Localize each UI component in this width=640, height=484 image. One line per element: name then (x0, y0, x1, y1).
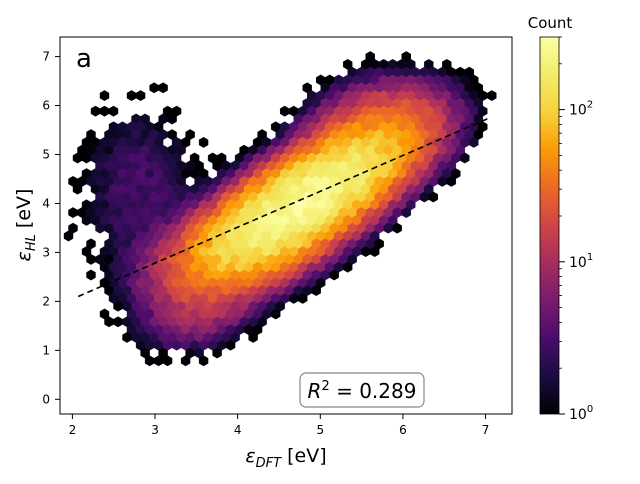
colorbar-tick-base: 10 (569, 407, 587, 423)
hexbin-cell (446, 175, 456, 187)
hexbin-cell (343, 261, 353, 273)
hexbin-cell (460, 152, 470, 164)
hexbin-cell (487, 90, 497, 102)
x-axis-subscript: DFT (256, 456, 282, 471)
colorbar-tick-label: 100 (569, 404, 593, 423)
y-tick-label: 7 (42, 50, 50, 64)
x-axis-unit: [eV] (281, 445, 327, 467)
hexbin-cell (180, 355, 191, 367)
r2-symbol: R (308, 379, 322, 403)
hexbin-cell (99, 90, 110, 102)
fit-line (77, 117, 491, 298)
hexbin-cell (271, 308, 281, 320)
y-tick-label: 2 (42, 294, 50, 308)
y-tick-label: 6 (42, 99, 50, 113)
hexbin-cell (225, 339, 236, 351)
x-tick-label: 6 (399, 423, 407, 437)
y-axis-unit: [eV] (13, 189, 35, 235)
hexbin-cell (392, 222, 402, 234)
hexbin-cell (198, 355, 209, 367)
hexbin-cell (198, 136, 209, 148)
panel-label: a (76, 44, 92, 74)
hexbin-cell (248, 331, 258, 343)
colorbar-tick-exponent: 0 (587, 404, 593, 415)
hexbin-cell (167, 113, 177, 125)
y-axis-symbol: ε (13, 251, 35, 261)
colorbar-tick-label: 101 (569, 252, 593, 271)
r2-annotation-box (299, 372, 425, 408)
hexbin-layer (63, 51, 497, 367)
hexbin-cell (469, 136, 479, 148)
colorbar-tick-base: 10 (569, 255, 587, 271)
y-axis: 0 1 2 3 4 5 6 7 (42, 50, 60, 406)
x-tick-label: 3 (151, 423, 159, 437)
y-tick-label: 0 (42, 392, 50, 406)
colorbar-gradient (539, 36, 560, 415)
r2-value: = 0.289 (330, 379, 417, 403)
hexbin-cell (329, 269, 339, 281)
hexbin-cell (311, 285, 321, 297)
colorbar-tick-label: 102 (569, 100, 593, 119)
y-tick-label: 3 (42, 245, 50, 259)
y-tick-label: 4 (42, 196, 50, 210)
hexbin-cell (298, 292, 308, 304)
x-tick-label: 4 (234, 423, 242, 437)
hexbin-cell (428, 191, 438, 203)
r2-annotation-text: R2 = 0.289 (308, 379, 417, 403)
y-tick-label: 1 (42, 343, 50, 357)
hexbin-cell (212, 347, 222, 359)
hexbin-cell (63, 230, 74, 242)
y-tick-label: 5 (42, 148, 50, 162)
y-axis-subscript: HL (24, 234, 39, 251)
hexbin-cell (86, 269, 96, 281)
hexbin-cell (401, 207, 411, 219)
r2-annotation: R2 = 0.289 (299, 372, 425, 408)
r2-exponent: 2 (321, 379, 329, 394)
hexbin-cell (158, 82, 168, 94)
x-tick-label: 7 (482, 423, 490, 437)
hexbin-cell (108, 105, 119, 117)
x-tick-label: 5 (316, 423, 324, 437)
colorbar-title: Count (528, 14, 573, 32)
hexbin-cell (162, 355, 173, 367)
colorbar-tick-base: 10 (569, 103, 587, 119)
x-tick-label: 2 (69, 423, 77, 437)
colorbar-tick-exponent: 2 (587, 100, 593, 111)
colorbar-tick-exponent: 1 (587, 252, 593, 263)
x-axis-title: εDFT [eV] (245, 445, 326, 471)
hexbin-cell (72, 183, 83, 195)
plot-frame (59, 36, 513, 415)
hexbin-cell (370, 246, 380, 258)
y-axis-title: εHL [eV] (13, 189, 39, 262)
x-axis: 2 3 4 5 6 7 (69, 414, 490, 437)
x-axis-symbol: ε (245, 445, 255, 467)
hexbin-cell (135, 90, 146, 102)
